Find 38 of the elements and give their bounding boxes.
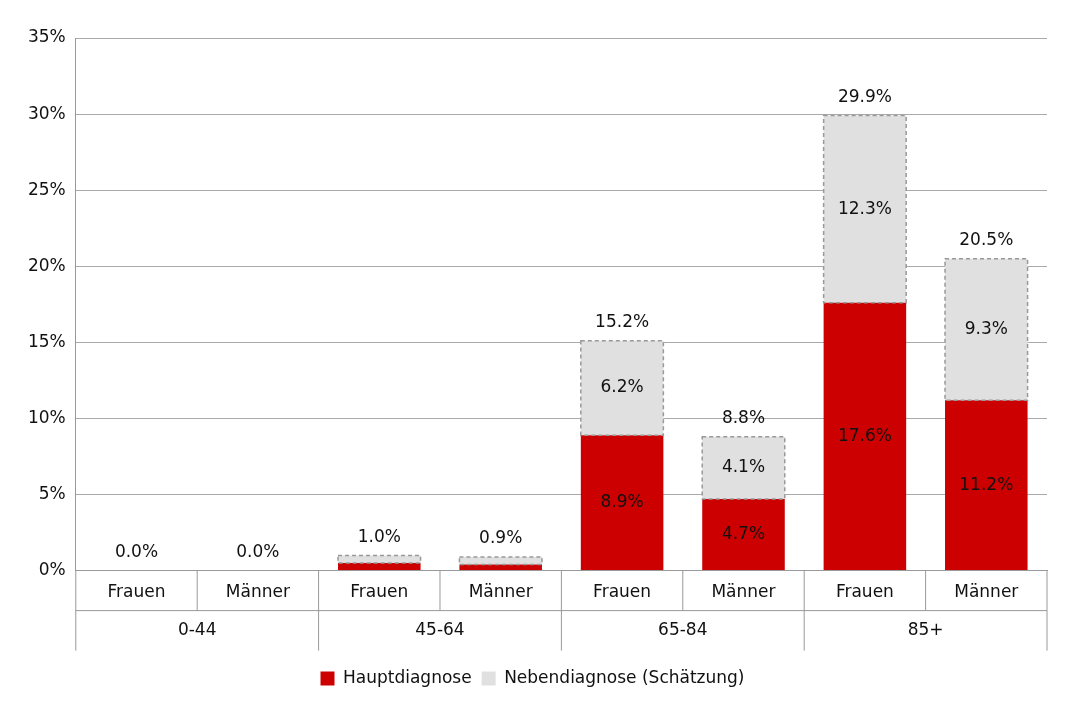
total-label: 1.0% [357,525,401,546]
data-label: 12.3% [837,197,892,218]
total-label: 15.2% [595,311,650,332]
data-label: 17.6% [837,424,892,445]
y-tick-label: 25% [27,178,66,199]
legend-label: Nebendiagnose (Schätzung) [504,666,745,687]
data-label: 11.2% [959,473,1014,494]
y-tick-label: 20% [27,254,66,275]
y-tick-label: 0% [38,559,66,580]
legend-label: Hauptdiagnose [343,666,472,687]
total-label: 8.8% [721,407,766,428]
data-label: 8.9% [600,491,644,512]
x-tick-label: Frauen [107,581,166,602]
text: 0-44 [177,619,217,640]
y-tick-label: 10% [27,406,66,427]
x-tick-label: Frauen [593,581,652,602]
data-label: 9.3% [964,317,1008,338]
data-label: 4.1% [721,456,766,477]
x-tick-label: Männer [954,581,1019,602]
total-label: 20.5% [959,229,1014,250]
text: 45-64 [415,619,465,640]
text: 65-84 [658,619,708,640]
y-tick-label: 35% [27,26,66,47]
y-tick-label: 5% [38,482,66,503]
y-tick-label: 30% [27,102,66,123]
x-tick-label: Männer [225,581,290,602]
y-tick-label: 15% [27,330,66,351]
total-label: 0.9% [479,527,523,548]
total-label: 0.0% [114,541,159,562]
total-label: 0.0% [236,541,280,562]
x-tick-label: Frauen [835,581,894,602]
total-label: 29.9% [837,86,892,107]
x-tick-label: Männer [468,581,533,602]
text: 85+ [907,619,944,640]
data-label: 4.7% [721,523,766,544]
x-tick-label: Männer [711,581,776,602]
x-tick-label: Frauen [350,581,409,602]
data-label: 6.2% [600,376,644,397]
